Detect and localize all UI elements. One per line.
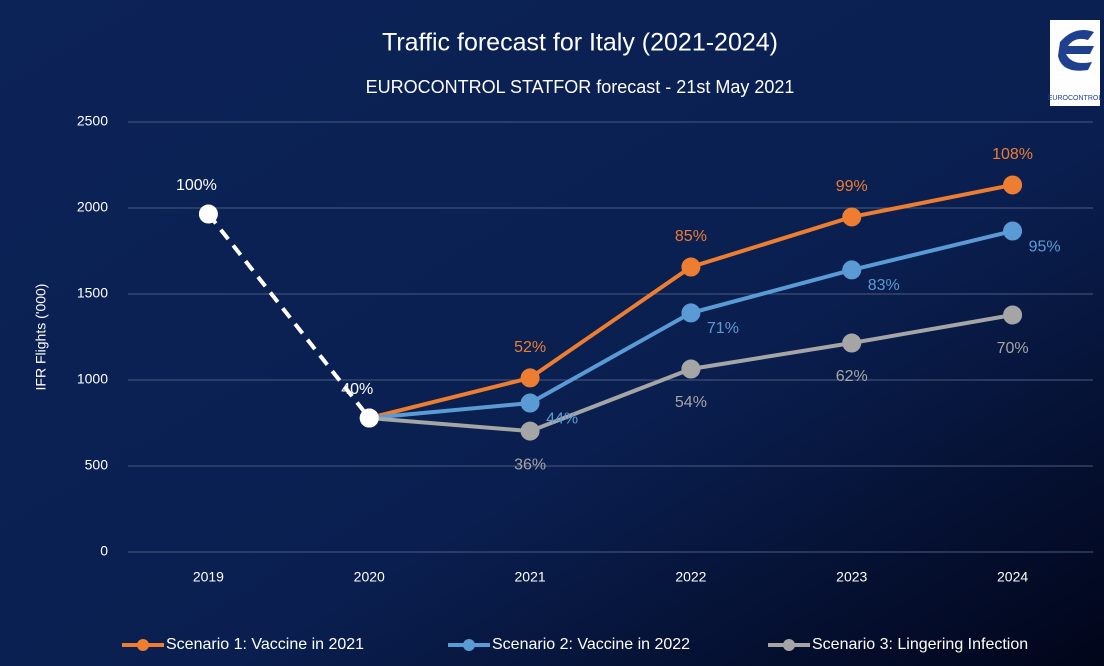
- data-label: 62%: [836, 368, 868, 385]
- data-label: 71%: [707, 320, 739, 337]
- legend-label: Scenario 1: Vaccine in 2021: [166, 636, 364, 653]
- legend-marker: [137, 639, 149, 651]
- y-axis-label: IFR Flights ('000): [33, 284, 49, 391]
- chart-title: Traffic forecast for Italy (2021-2024): [382, 29, 778, 57]
- x-tick-label: 2020: [354, 569, 385, 585]
- legend-label: Scenario 3: Lingering Infection: [812, 636, 1028, 653]
- data-point: [198, 204, 218, 224]
- data-label: 36%: [514, 456, 546, 473]
- data-point: [1003, 305, 1023, 325]
- x-tick-label: 2021: [515, 569, 546, 585]
- logo-text: EUROCONTROL: [1048, 95, 1103, 102]
- data-point: [681, 359, 701, 379]
- data-point: [1003, 221, 1023, 241]
- data-point: [842, 207, 862, 227]
- y-tick-label: 0: [100, 543, 108, 559]
- data-label: 99%: [836, 178, 868, 195]
- data-point: [681, 303, 701, 323]
- y-tick-label: 2000: [77, 199, 108, 215]
- logo-mark: [1058, 29, 1094, 71]
- data-point: [842, 333, 862, 353]
- data-label: 95%: [1029, 238, 1061, 255]
- data-label: 44%: [546, 410, 578, 427]
- x-tick-label: 2023: [836, 569, 867, 585]
- data-point: [681, 257, 701, 277]
- data-label: 40%: [341, 381, 373, 398]
- series-line: [206, 212, 371, 420]
- data-point: [520, 421, 540, 441]
- data-label: 108%: [992, 146, 1033, 163]
- data-point: [842, 260, 862, 280]
- data-label: 100%: [176, 177, 217, 194]
- y-tick-label: 1500: [77, 285, 108, 301]
- y-tick-label: 1000: [77, 371, 108, 387]
- data-label: 85%: [675, 228, 707, 245]
- data-label: 83%: [868, 277, 900, 294]
- y-tick-label: 2500: [77, 113, 108, 129]
- x-tick-label: 2024: [997, 569, 1028, 585]
- data-point: [520, 393, 540, 413]
- x-tick-label: 2019: [193, 569, 224, 585]
- chart-subtitle: EUROCONTROL STATFOR forecast - 21st May …: [366, 77, 795, 97]
- data-label: 52%: [514, 339, 546, 356]
- data-label: 54%: [675, 394, 707, 411]
- data-point: [520, 368, 540, 388]
- data-label: 70%: [997, 340, 1029, 357]
- logo: EUROCONTROL: [1048, 20, 1103, 106]
- x-tick-label: 2022: [675, 569, 706, 585]
- data-point: [359, 408, 379, 428]
- legend-marker: [783, 639, 795, 651]
- legend-label: Scenario 2: Vaccine in 2022: [492, 636, 690, 653]
- y-tick-label: 500: [85, 457, 109, 473]
- data-point: [1003, 175, 1023, 195]
- legend-marker: [463, 639, 475, 651]
